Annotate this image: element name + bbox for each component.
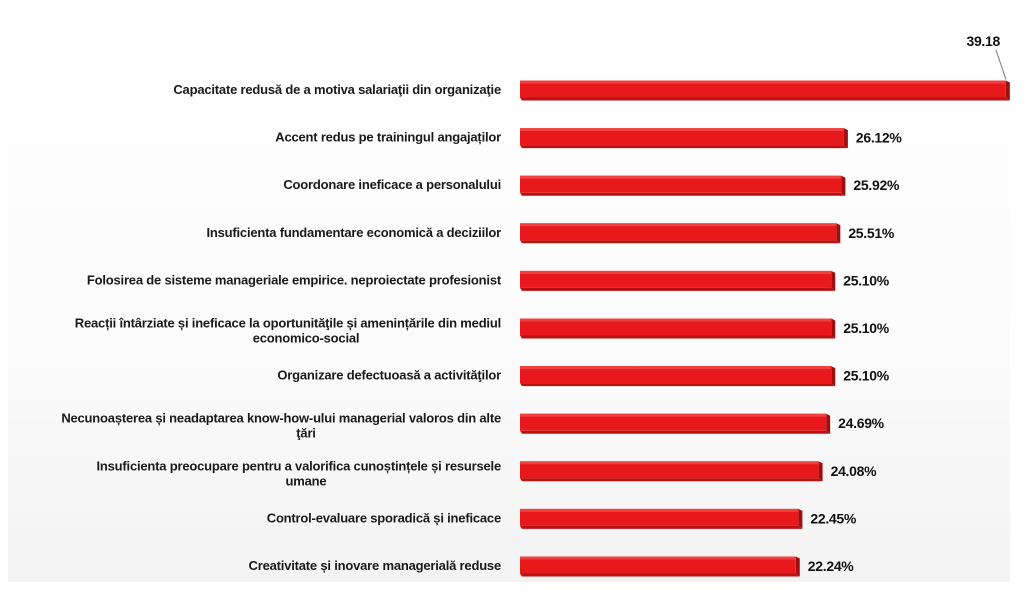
- bar-highlight: [520, 223, 837, 227]
- bar-highlight: [520, 366, 832, 370]
- bar-bottom: [520, 287, 836, 291]
- bar-bottom: [520, 525, 803, 529]
- bar: [520, 80, 1006, 98]
- value-label: 25.51%: [848, 225, 895, 241]
- value-label: 25.10%: [843, 272, 890, 288]
- bar: [520, 175, 842, 193]
- value-label: 22.45%: [810, 510, 857, 526]
- bar-side: [818, 461, 823, 482]
- category-label: Capacitate redusă de a motiva salariaţii…: [173, 82, 501, 97]
- category-label: Coordonare ineficace a personalului: [283, 177, 501, 192]
- value-label: 25.10%: [843, 368, 890, 384]
- bar-group: [520, 223, 841, 244]
- value-label: 26.12%: [856, 130, 903, 146]
- category-label: Organizare defectuoasă a activităţilor: [277, 368, 501, 383]
- bar: [520, 366, 832, 384]
- value-label: 24.69%: [838, 415, 885, 431]
- bar-side: [798, 508, 803, 529]
- bar-highlight: [520, 175, 842, 179]
- bar-highlight: [520, 556, 796, 560]
- bar-bottom: [520, 430, 831, 434]
- bar-chart: Capacitate redusă de a motiva salariaţii…: [61, 33, 1010, 577]
- bar-bottom: [520, 97, 1010, 101]
- bar: [520, 556, 796, 574]
- category-label: Necunoașterea și neadaptarea know-how-ul…: [61, 411, 501, 426]
- bar-highlight: [520, 80, 1006, 84]
- category-label: umane: [286, 473, 327, 488]
- bar-bottom: [520, 383, 836, 387]
- bar-group: [520, 508, 803, 529]
- bar: [520, 413, 827, 431]
- bar: [520, 223, 837, 241]
- bar-highlight: [520, 318, 832, 322]
- bar-highlight: [520, 461, 819, 465]
- category-label: economico-social: [253, 331, 360, 346]
- category-label: Folosirea de sisteme manageriale empiric…: [87, 272, 502, 287]
- bar: [520, 461, 819, 479]
- bar-highlight: [520, 413, 827, 417]
- bar: [520, 318, 832, 336]
- bar-highlight: [520, 128, 844, 132]
- bar-bottom: [520, 145, 848, 149]
- bar-side: [826, 413, 831, 434]
- category-label: Insuficienta preocupare pentru a valorif…: [96, 458, 501, 473]
- bar: [520, 128, 844, 146]
- bar: [520, 508, 799, 526]
- bar-side: [841, 175, 846, 196]
- category-label: Control-evaluare sporadică și ineficace: [267, 510, 501, 525]
- bar-group: [520, 413, 831, 434]
- bar-group: [520, 80, 1010, 101]
- bar-bottom: [520, 240, 841, 244]
- category-label: ţări: [296, 426, 315, 441]
- bar-side: [831, 270, 836, 291]
- bar-side: [836, 223, 841, 244]
- bar-group: [520, 270, 836, 291]
- value-label: 25.10%: [843, 320, 890, 336]
- value-label: 39.18: [966, 33, 1000, 49]
- bar-group: [520, 128, 848, 149]
- value-label: 22.24%: [808, 558, 855, 574]
- bar-group: [520, 366, 836, 387]
- category-label: Reacții întârziate și ineficace la oport…: [75, 316, 501, 331]
- bar-bottom: [520, 192, 846, 196]
- bar-group: [520, 461, 823, 482]
- bar-side: [831, 318, 836, 339]
- category-label: Creativitate și inovare managerială redu…: [249, 558, 501, 573]
- bar-bottom: [520, 573, 800, 577]
- bar-group: [520, 556, 800, 577]
- bar: [520, 270, 832, 288]
- value-label: 25.92%: [853, 177, 900, 193]
- bar-highlight: [520, 508, 799, 512]
- value-label: 24.08%: [831, 463, 878, 479]
- bar-bottom: [520, 335, 836, 339]
- bar-side: [1005, 80, 1010, 101]
- bar-bottom: [520, 478, 823, 482]
- bar-group: [520, 318, 836, 339]
- leader-line: [995, 49, 1007, 80]
- bar-group: [520, 175, 846, 196]
- chart-area: Capacitate redusă de a motiva salariaţii…: [8, 6, 1010, 582]
- bar-side: [831, 366, 836, 387]
- bar-side: [843, 128, 848, 149]
- category-label: Accent redus pe trainingul angajaților: [275, 130, 501, 145]
- bar-side: [795, 556, 800, 577]
- category-label: Insuficienta fundamentare economică a de…: [206, 225, 501, 240]
- bar-highlight: [520, 270, 832, 274]
